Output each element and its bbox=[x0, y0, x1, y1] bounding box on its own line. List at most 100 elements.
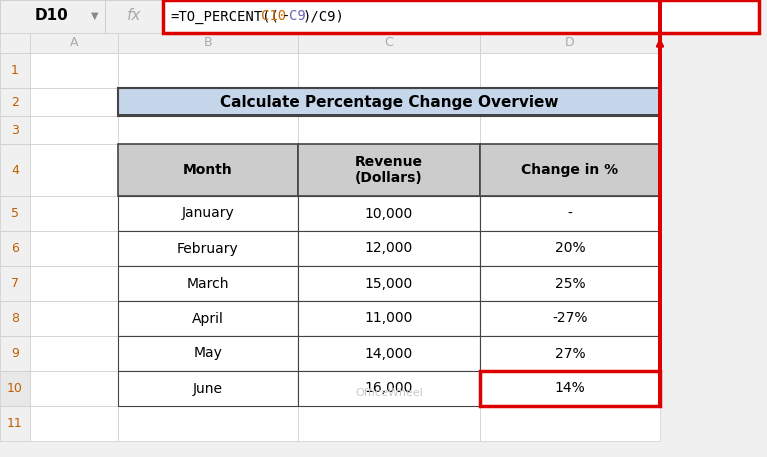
Bar bbox=[480, 196, 660, 231]
Text: 10,000: 10,000 bbox=[365, 207, 413, 220]
Bar bbox=[480, 266, 660, 301]
Bar bbox=[118, 88, 298, 116]
Bar bbox=[298, 336, 480, 371]
Bar bbox=[118, 33, 298, 53]
Text: 10: 10 bbox=[7, 382, 23, 395]
Bar bbox=[30, 53, 118, 88]
Bar bbox=[298, 116, 480, 144]
Bar bbox=[0, 144, 30, 196]
Bar bbox=[118, 144, 298, 196]
Bar bbox=[118, 231, 298, 266]
Bar bbox=[0, 0, 105, 33]
Bar bbox=[480, 231, 660, 266]
Bar bbox=[480, 371, 660, 406]
Bar bbox=[118, 371, 298, 406]
Text: 25%: 25% bbox=[555, 276, 585, 291]
Bar bbox=[480, 266, 660, 301]
Bar bbox=[118, 196, 298, 231]
Bar bbox=[118, 266, 298, 301]
Text: 1: 1 bbox=[11, 64, 19, 77]
Text: D: D bbox=[565, 37, 574, 49]
Bar bbox=[118, 301, 298, 336]
Bar bbox=[0, 196, 30, 231]
Text: D10: D10 bbox=[35, 9, 69, 23]
Bar bbox=[480, 336, 660, 371]
Bar bbox=[30, 144, 118, 196]
Text: February: February bbox=[177, 241, 239, 255]
Bar bbox=[298, 371, 480, 406]
Bar bbox=[298, 33, 480, 53]
Text: May: May bbox=[193, 346, 222, 361]
Bar bbox=[118, 88, 660, 116]
Bar bbox=[298, 266, 480, 301]
Bar bbox=[480, 144, 660, 196]
Bar bbox=[0, 33, 30, 53]
Text: April: April bbox=[192, 312, 224, 325]
Bar bbox=[118, 336, 298, 371]
Bar bbox=[118, 196, 298, 231]
Bar bbox=[30, 88, 118, 116]
Bar bbox=[118, 53, 298, 88]
Bar bbox=[118, 301, 298, 336]
Bar bbox=[298, 406, 480, 441]
Text: A: A bbox=[70, 37, 78, 49]
Text: C10: C10 bbox=[261, 10, 286, 23]
Text: OfficeWheel: OfficeWheel bbox=[355, 388, 423, 399]
Text: -: - bbox=[282, 10, 291, 23]
Bar bbox=[0, 301, 30, 336]
Text: 2: 2 bbox=[11, 96, 19, 108]
Bar bbox=[298, 336, 480, 371]
Bar bbox=[118, 144, 298, 196]
Text: 15,000: 15,000 bbox=[365, 276, 413, 291]
Bar bbox=[298, 88, 480, 116]
Bar bbox=[118, 336, 298, 371]
Text: 3: 3 bbox=[11, 123, 19, 137]
Text: 27%: 27% bbox=[555, 346, 585, 361]
Text: 4: 4 bbox=[11, 164, 19, 176]
Text: 16,000: 16,000 bbox=[365, 382, 413, 395]
Text: C9: C9 bbox=[289, 10, 306, 23]
Bar bbox=[480, 371, 660, 406]
Text: 12,000: 12,000 bbox=[365, 241, 413, 255]
Bar bbox=[480, 196, 660, 231]
Text: Month: Month bbox=[183, 163, 233, 177]
Bar bbox=[298, 231, 480, 266]
Text: Revenue
(Dollars): Revenue (Dollars) bbox=[355, 155, 423, 185]
Bar bbox=[30, 301, 118, 336]
Text: C: C bbox=[384, 37, 393, 49]
Bar bbox=[0, 53, 30, 88]
Text: 6: 6 bbox=[11, 242, 19, 255]
Text: =TO_PERCENT((: =TO_PERCENT(( bbox=[170, 10, 279, 24]
Bar bbox=[118, 371, 298, 406]
Text: 11: 11 bbox=[7, 417, 23, 430]
Text: B: B bbox=[204, 37, 212, 49]
Bar bbox=[480, 144, 660, 196]
Bar bbox=[30, 196, 118, 231]
Bar bbox=[298, 144, 480, 196]
Text: January: January bbox=[182, 207, 235, 220]
Bar bbox=[480, 231, 660, 266]
Bar bbox=[480, 301, 660, 336]
Text: 14,000: 14,000 bbox=[365, 346, 413, 361]
Bar bbox=[30, 336, 118, 371]
Bar bbox=[298, 301, 480, 336]
Bar bbox=[480, 88, 660, 116]
Bar bbox=[0, 266, 30, 301]
Text: 14%: 14% bbox=[555, 382, 585, 395]
Bar bbox=[298, 231, 480, 266]
Bar bbox=[298, 196, 480, 231]
Bar bbox=[298, 371, 480, 406]
Bar bbox=[118, 266, 298, 301]
Bar bbox=[0, 406, 30, 441]
Bar bbox=[298, 144, 480, 196]
Bar bbox=[30, 406, 118, 441]
Bar bbox=[480, 33, 660, 53]
Bar bbox=[480, 53, 660, 88]
Bar bbox=[298, 196, 480, 231]
Text: June: June bbox=[193, 382, 223, 395]
Bar bbox=[30, 33, 118, 53]
Bar bbox=[0, 116, 30, 144]
Bar bbox=[660, 0, 767, 457]
Bar bbox=[118, 114, 660, 116]
Bar bbox=[118, 116, 298, 144]
